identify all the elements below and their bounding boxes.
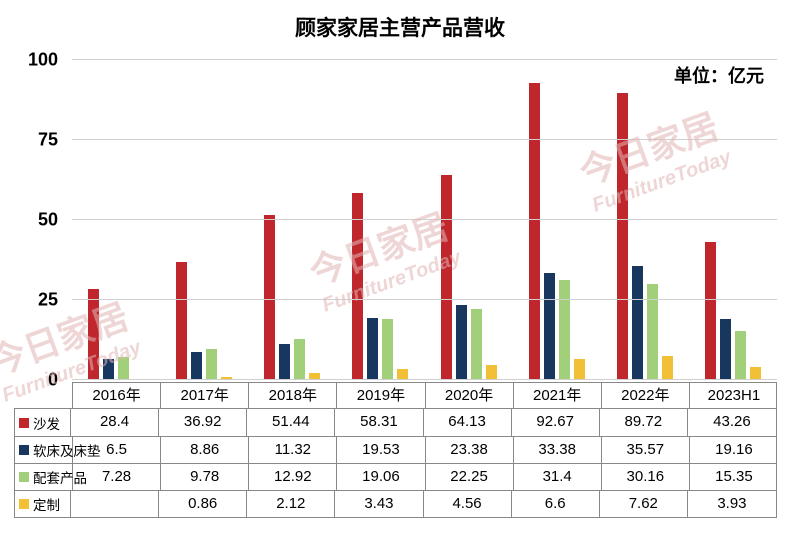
legend-swatch	[19, 499, 29, 509]
legend-cell: 配套产品	[15, 464, 73, 490]
bar	[647, 284, 658, 381]
legend-cell: 沙发	[15, 409, 71, 436]
legend-label: 定制	[33, 494, 60, 514]
data-cell: 4.56	[424, 491, 512, 517]
bar	[88, 289, 99, 380]
data-cell: 36.92	[159, 409, 247, 436]
bar	[471, 309, 482, 380]
bar	[294, 339, 305, 380]
data-cell: 15.35	[690, 464, 778, 490]
grid-line	[72, 139, 777, 140]
data-cell: 2.12	[247, 491, 335, 517]
data-cell: 64.13	[424, 409, 512, 436]
bar	[103, 359, 114, 380]
grid-line	[72, 299, 777, 300]
table-row: 配套产品7.289.7812.9219.0622.2531.430.1615.3…	[15, 463, 776, 490]
data-cell: 58.31	[335, 409, 423, 436]
data-cell: 19.06	[337, 464, 425, 490]
y-tick-label: 100	[28, 50, 58, 71]
data-cell: 51.44	[247, 409, 335, 436]
data-cell: 11.32	[249, 437, 337, 463]
y-tick-label: 75	[38, 130, 58, 151]
bar	[352, 193, 363, 380]
bar	[279, 344, 290, 380]
x-tick-label: 2021年	[514, 383, 602, 408]
grid-line	[72, 379, 777, 380]
data-cell: 6.6	[512, 491, 600, 517]
data-cell: 7.62	[600, 491, 688, 517]
bar	[206, 349, 217, 380]
data-cell: 19.16	[690, 437, 778, 463]
data-cell: 8.86	[161, 437, 249, 463]
chart-container: { "title": "顾家家居主营产品营收", "title_fontsize…	[0, 0, 800, 536]
data-table: 沙发 28.436.9251.4458.3164.1392.6789.7243.2…	[14, 408, 777, 518]
table-row: 软床及床垫6.58.8611.3219.5323.3833.3835.5719.…	[15, 436, 776, 463]
data-cell: 9.78	[161, 464, 249, 490]
y-tick-label: 25	[38, 290, 58, 311]
bar	[544, 273, 555, 380]
data-cell: 3.93	[688, 491, 776, 517]
bar	[529, 83, 540, 380]
data-cell: 23.38	[426, 437, 514, 463]
legend-swatch	[19, 445, 29, 455]
x-axis-labels: 2016年2017年2018年2019年2020年2021年2022年2023H…	[72, 382, 777, 408]
x-tick-label: 2022年	[602, 383, 690, 408]
data-cell: 43.26	[688, 409, 776, 436]
x-tick-label: 2023H1	[690, 383, 778, 408]
data-cell: 30.16	[602, 464, 690, 490]
bar	[191, 352, 202, 380]
bar	[264, 215, 275, 380]
bar	[574, 359, 585, 380]
chart-title: 顾家家居主营产品营收	[0, 0, 800, 42]
data-cell	[71, 491, 159, 517]
plot-area: 0255075100	[72, 60, 777, 380]
bar	[118, 357, 129, 380]
legend-cell: 定制	[15, 491, 71, 517]
data-cell: 3.43	[335, 491, 423, 517]
bar	[617, 93, 628, 380]
data-cell: 92.67	[512, 409, 600, 436]
data-cell: 31.4	[514, 464, 602, 490]
legend-swatch	[19, 472, 29, 482]
data-cell: 6.5	[73, 437, 161, 463]
data-cell: 0.86	[159, 491, 247, 517]
data-cell: 33.38	[514, 437, 602, 463]
legend-cell: 软床及床垫	[15, 437, 73, 463]
legend-swatch	[19, 418, 29, 428]
data-cell: 22.25	[426, 464, 514, 490]
x-tick-label: 2018年	[249, 383, 337, 408]
bar	[367, 318, 378, 380]
bar	[705, 242, 716, 380]
bar	[456, 305, 467, 380]
bar	[735, 331, 746, 380]
data-cell: 12.92	[249, 464, 337, 490]
data-cell: 19.53	[337, 437, 425, 463]
bar	[176, 262, 187, 380]
table-row: 定制 0.862.123.434.566.67.623.93	[15, 490, 776, 517]
grid-line	[72, 59, 777, 60]
bar	[662, 356, 673, 380]
data-cell: 28.4	[71, 409, 159, 436]
data-cell: 7.28	[73, 464, 161, 490]
x-tick-label: 2016年	[73, 383, 161, 408]
x-tick-label: 2020年	[426, 383, 514, 408]
data-cell: 35.57	[602, 437, 690, 463]
bar	[441, 175, 452, 380]
legend-label: 沙发	[33, 413, 60, 433]
data-cell: 89.72	[600, 409, 688, 436]
grid-line	[72, 219, 777, 220]
bar	[720, 319, 731, 380]
bar	[382, 319, 393, 380]
y-tick-label: 0	[48, 370, 58, 391]
x-tick-label: 2017年	[161, 383, 249, 408]
table-row: 沙发 28.436.9251.4458.3164.1392.6789.7243.2…	[15, 409, 776, 436]
bars-layer	[72, 60, 777, 380]
bar	[559, 280, 570, 380]
bar	[486, 365, 497, 380]
y-tick-label: 50	[38, 210, 58, 231]
x-tick-label: 2019年	[337, 383, 425, 408]
bar	[632, 266, 643, 380]
